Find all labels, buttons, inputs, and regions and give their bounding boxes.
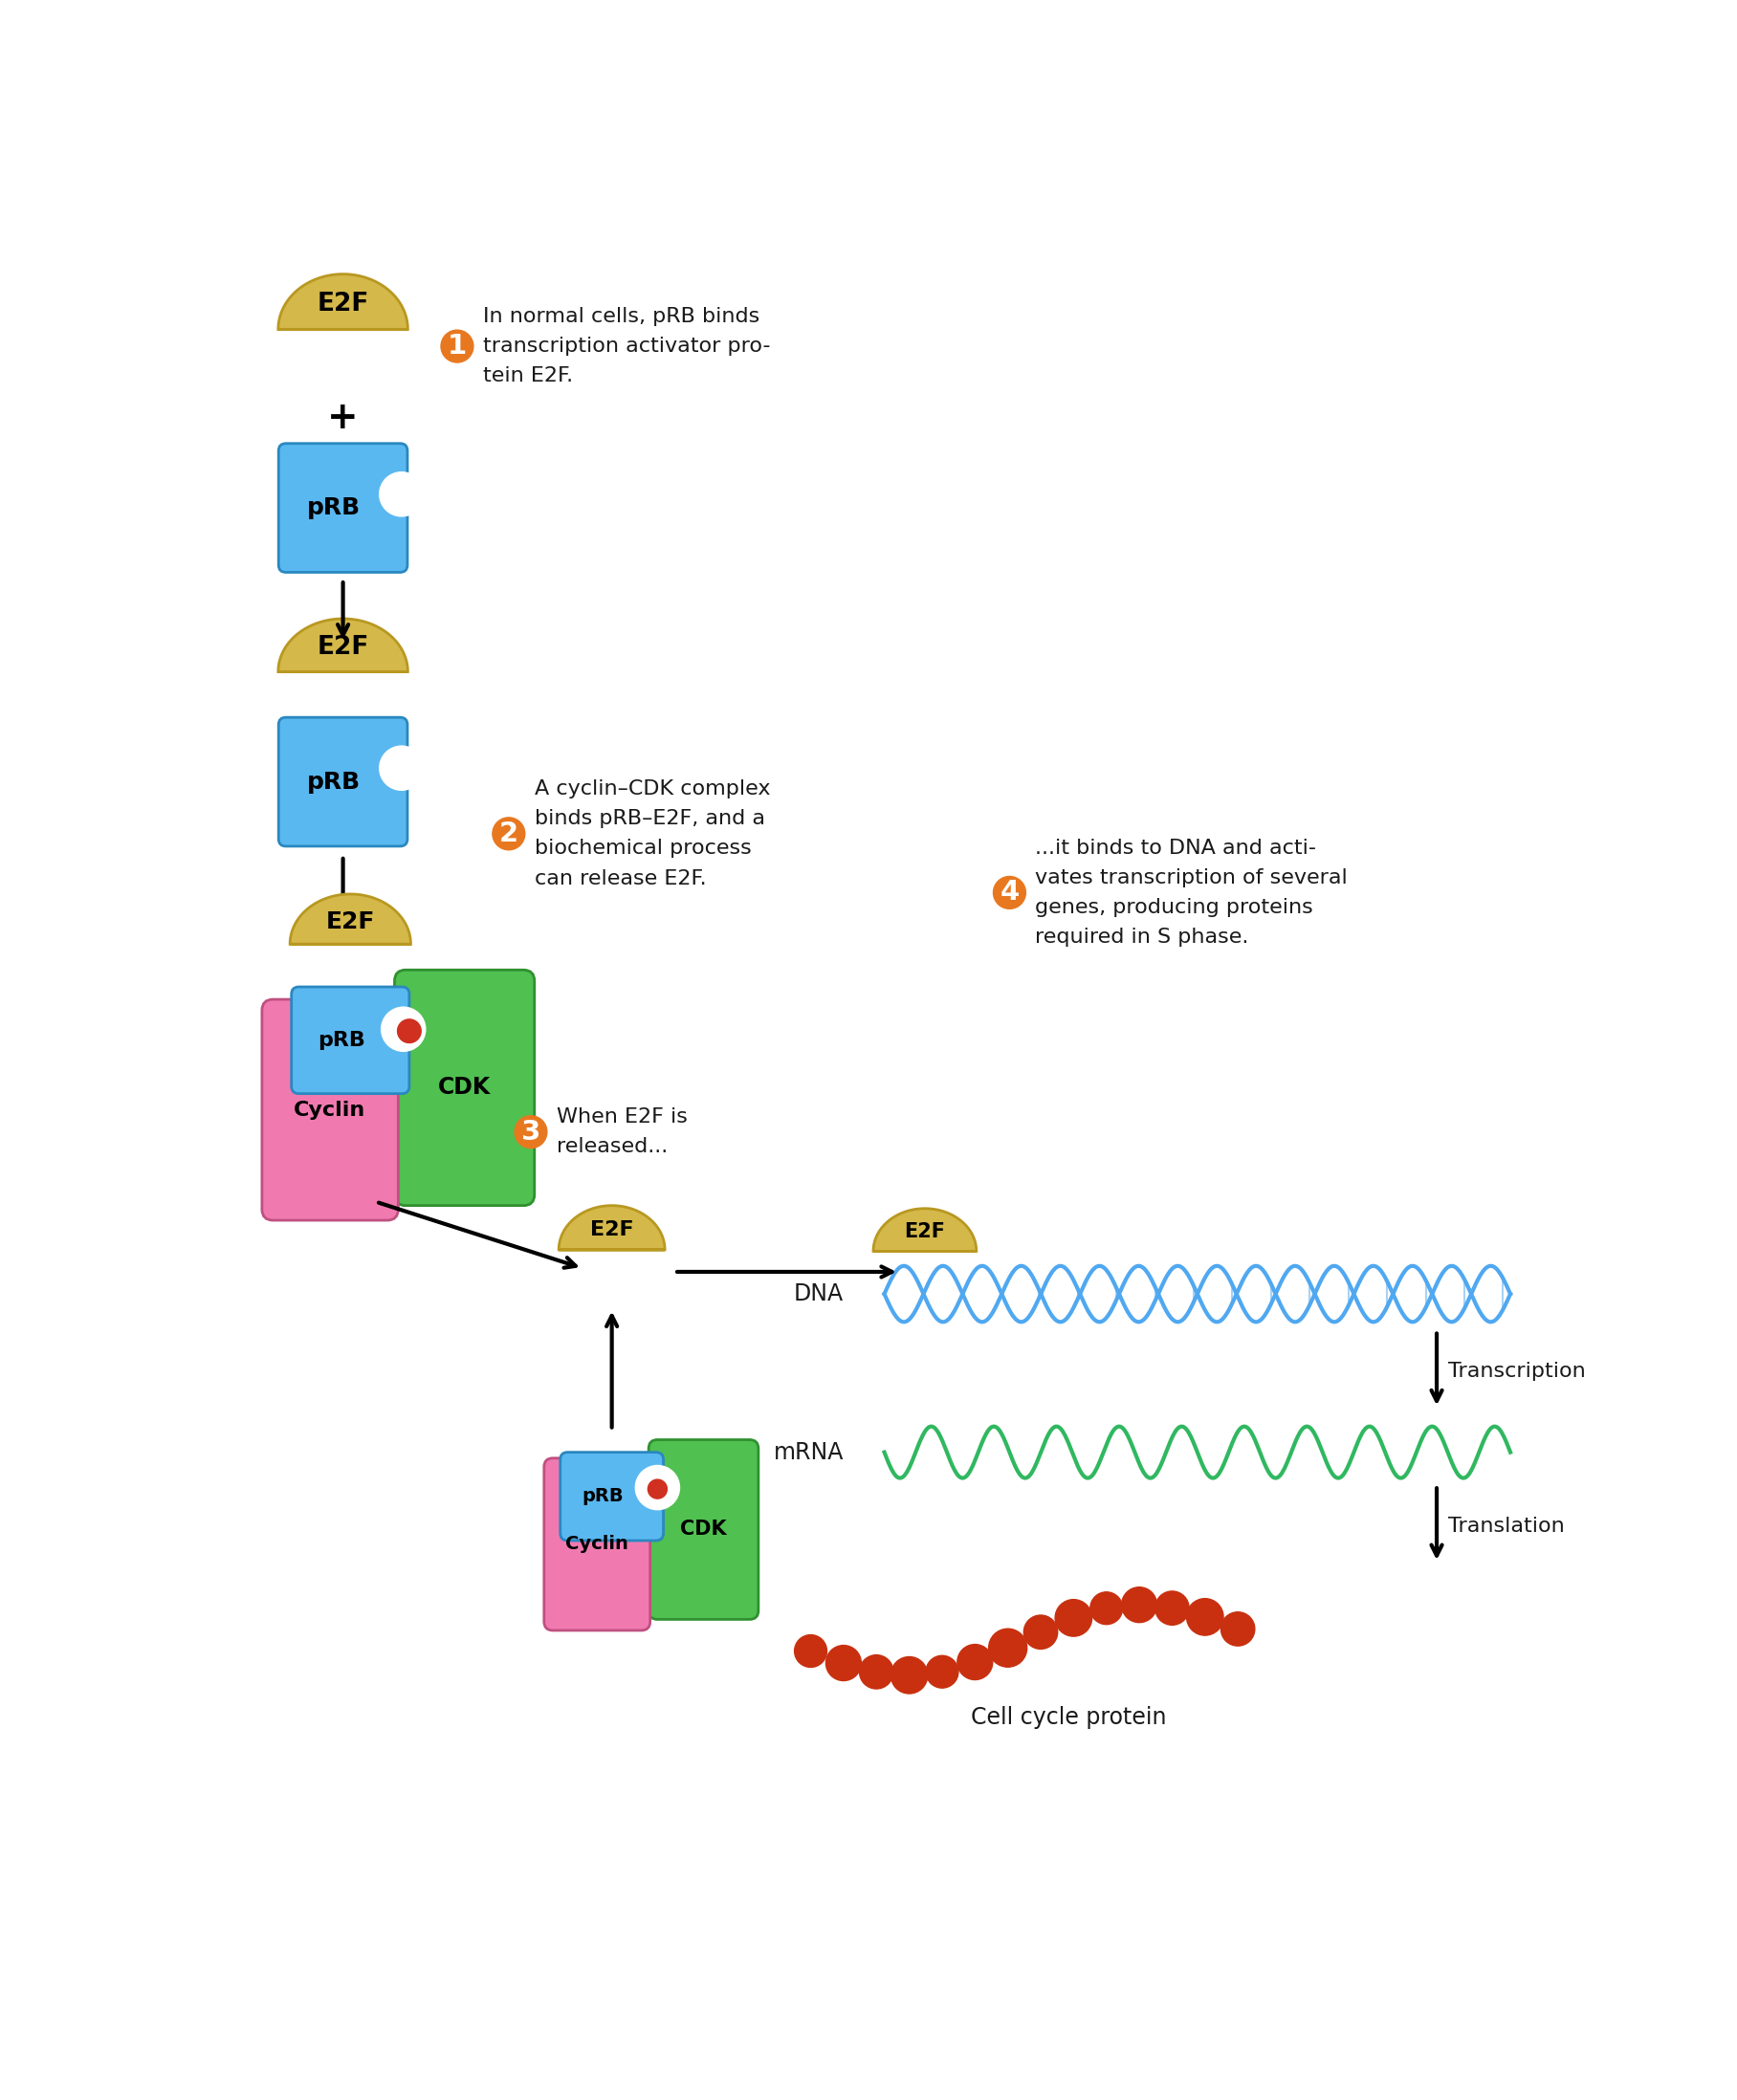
Text: CDK: CDK — [438, 1077, 492, 1098]
Text: DNA: DNA — [794, 1283, 844, 1306]
FancyBboxPatch shape — [262, 1000, 398, 1220]
Text: E2F: E2F — [316, 292, 368, 317]
Circle shape — [957, 1644, 992, 1680]
Circle shape — [382, 1008, 426, 1052]
Text: When E2F is
released...: When E2F is released... — [556, 1107, 688, 1157]
Circle shape — [379, 745, 424, 790]
Polygon shape — [559, 1205, 665, 1249]
FancyBboxPatch shape — [648, 1441, 759, 1619]
Text: pRB: pRB — [318, 1031, 365, 1050]
Circle shape — [1221, 1613, 1254, 1646]
Text: Cyclin: Cyclin — [566, 1535, 629, 1554]
Circle shape — [1023, 1615, 1058, 1648]
Text: pRB: pRB — [582, 1487, 624, 1506]
Text: E2F: E2F — [316, 636, 368, 659]
Text: E2F: E2F — [591, 1220, 634, 1239]
Circle shape — [514, 1115, 547, 1149]
Text: Translation: Translation — [1447, 1516, 1565, 1535]
FancyBboxPatch shape — [278, 443, 408, 573]
Text: 4: 4 — [1001, 880, 1020, 905]
Text: 3: 3 — [521, 1119, 540, 1144]
Polygon shape — [874, 1207, 976, 1252]
Circle shape — [636, 1466, 679, 1510]
Circle shape — [441, 330, 474, 363]
Circle shape — [825, 1646, 862, 1680]
Text: pRB: pRB — [307, 496, 361, 519]
Text: mRNA: mRNA — [773, 1441, 844, 1464]
Text: Cyclin: Cyclin — [294, 1100, 367, 1119]
Circle shape — [794, 1634, 827, 1667]
Text: In normal cells, pRB binds
transcription activator pro-
tein E2F.: In normal cells, pRB binds transcription… — [483, 307, 769, 386]
Polygon shape — [290, 895, 410, 945]
Circle shape — [860, 1655, 893, 1688]
Circle shape — [493, 817, 525, 851]
Text: CDK: CDK — [679, 1520, 726, 1539]
Text: Transcription: Transcription — [1447, 1361, 1586, 1382]
Text: +: + — [327, 399, 358, 437]
Text: pRB: pRB — [307, 771, 361, 794]
Circle shape — [398, 1018, 420, 1044]
Text: 2: 2 — [499, 821, 518, 846]
Polygon shape — [278, 275, 408, 330]
Text: E2F: E2F — [905, 1222, 945, 1241]
Circle shape — [1155, 1592, 1190, 1625]
Circle shape — [1054, 1600, 1093, 1636]
Polygon shape — [278, 619, 408, 672]
Circle shape — [994, 876, 1027, 909]
FancyBboxPatch shape — [561, 1453, 664, 1541]
FancyBboxPatch shape — [292, 987, 410, 1094]
FancyBboxPatch shape — [278, 718, 408, 846]
Circle shape — [379, 472, 424, 517]
Circle shape — [648, 1480, 667, 1499]
Circle shape — [1186, 1598, 1223, 1636]
Text: 1: 1 — [448, 334, 467, 359]
Text: A cyclin–CDK complex
binds pRB–E2F, and a
biochemical process
can release E2F.: A cyclin–CDK complex binds pRB–E2F, and … — [535, 779, 769, 888]
Circle shape — [891, 1657, 928, 1693]
Circle shape — [1122, 1588, 1157, 1623]
Text: ...it binds to DNA and acti-
vates transcription of several
genes, producing pro: ...it binds to DNA and acti- vates trans… — [1035, 838, 1348, 947]
Text: E2F: E2F — [327, 909, 375, 932]
Text: Cell cycle protein: Cell cycle protein — [971, 1705, 1166, 1728]
FancyBboxPatch shape — [544, 1457, 650, 1630]
Circle shape — [1091, 1592, 1122, 1625]
FancyBboxPatch shape — [394, 970, 535, 1205]
Circle shape — [926, 1655, 959, 1688]
Circle shape — [988, 1630, 1027, 1667]
